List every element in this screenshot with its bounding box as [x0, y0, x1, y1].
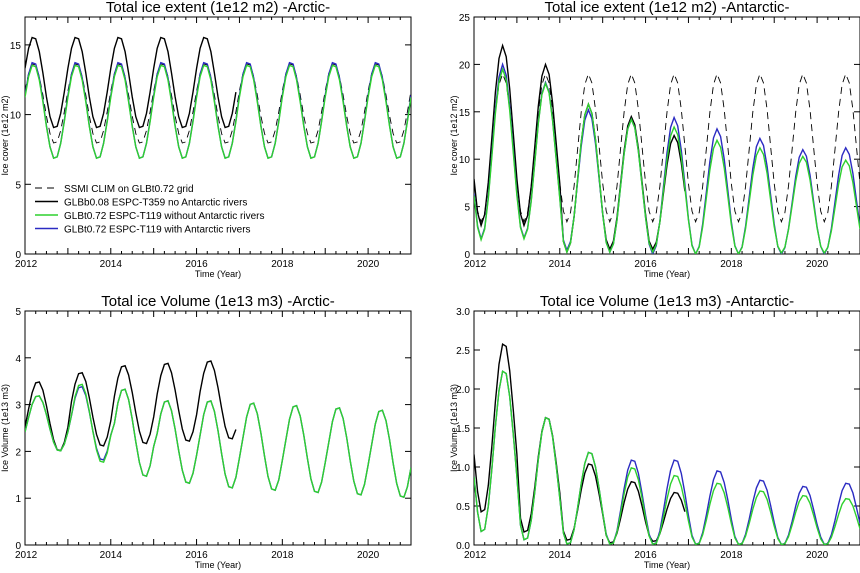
chart-title: Total ice extent (1e12 m2) -Arctic-	[106, 0, 330, 16]
x-tick-label: 2014	[100, 550, 123, 561]
legend: SSMI CLIM on GLBt0.72 grid GLBb0.08 ESPC-…	[35, 184, 264, 236]
legend-label-glbb: GLBb0.08 ESPC-T359 no Antarctic rivers	[64, 198, 247, 209]
x-tick-label: 2012	[15, 550, 38, 561]
x-tick-label: 2016	[634, 259, 657, 270]
series-line-ssmi	[25, 63, 411, 144]
y-tick-label: 1.5	[456, 424, 470, 435]
y-tick-label: 0	[464, 250, 470, 261]
x-tick-label: 2020	[357, 259, 380, 270]
chart-title: Total ice Volume (1e13 m3) -Arctic-	[101, 293, 334, 310]
chart-title: Total ice Volume (1e13 m3) -Antarctic-	[540, 293, 794, 310]
series-line-with-rivers	[25, 61, 411, 160]
y-tick-label: 4	[15, 354, 21, 365]
y-tick-label: 25	[459, 13, 471, 24]
x-tick-label: 2012	[464, 550, 487, 561]
series-line-glbb	[25, 36, 237, 129]
chart-panel-4: 2012 2014 2016 2018 2020 0.0 0.5 1.0 1.5 2.0 2.5 3.…	[449, 293, 860, 570]
y-tick-label: 1	[15, 494, 21, 505]
x-tick-label: 2018	[720, 259, 743, 270]
series-line-no-rivers	[25, 383, 411, 499]
series-line-no-rivers	[25, 64, 411, 160]
chart-panel-1: 2012 2014 2016 2018 2020 0 5 10 15 Total ice exte…	[0, 0, 412, 279]
legend-label-blue: GLBt0.72 ESPC-T119 with Antarctic rivers	[64, 225, 251, 236]
y-tick-label: 3	[15, 401, 21, 412]
y-tick-label: 2.5	[456, 346, 470, 357]
y-tick-label: 2.0	[456, 385, 470, 396]
x-tick-label: 2020	[357, 550, 380, 561]
y-tick-label: 0	[15, 250, 21, 261]
x-tick-label: 2016	[185, 259, 208, 270]
x-tick-label: 2014	[549, 259, 572, 270]
x-tick-label: 2020	[806, 259, 829, 270]
y-tick-label: 20	[459, 60, 471, 71]
x-tick-label: 2014	[100, 259, 123, 270]
x-axis-label: Time (Year)	[644, 269, 690, 279]
x-tick-label: 2016	[634, 550, 657, 561]
x-tick-label: 2018	[271, 259, 294, 270]
legend-label-green: GLBt0.72 ESPC-T119 without Antarctic riv…	[64, 211, 264, 222]
y-tick-label: 15	[10, 41, 22, 52]
y-axis-label: Ice Volume (1e13 m3)	[449, 384, 459, 472]
x-tick-label: 2018	[271, 550, 294, 561]
y-axis-label: Ice Volume (1e13 m3)	[0, 384, 10, 472]
y-axis-label: Ice cover (1e12 m2)	[0, 95, 10, 175]
chart-title: Total ice extent (1e12 m2) -Antarctic-	[544, 0, 789, 16]
x-tick-label: 2012	[15, 259, 38, 270]
x-tick-label: 2020	[806, 550, 829, 561]
y-tick-label: 5	[15, 180, 21, 191]
y-tick-label: 2	[15, 447, 21, 458]
y-tick-label: 5	[15, 307, 21, 318]
y-tick-label: 0.0	[456, 541, 470, 552]
y-tick-label: 15	[459, 108, 471, 119]
x-axis-label: Time (Year)	[195, 269, 241, 279]
x-axis-label: Time (Year)	[195, 560, 241, 570]
x-axis-label: Time (Year)	[644, 560, 690, 570]
chart-panel-3: 2012 2014 2016 2018 2020 0 1 2 3 4 5 Total ice Volu…	[0, 293, 412, 570]
y-tick-label: 10	[10, 111, 22, 122]
x-tick-label: 2014	[549, 550, 572, 561]
y-tick-label: 1.0	[456, 463, 470, 474]
series-line-no-rivers	[474, 370, 860, 545]
y-tick-label: 0.5	[456, 502, 470, 513]
x-tick-label: 2018	[720, 550, 743, 561]
plot-frame	[473, 16, 860, 255]
x-tick-label: 2016	[185, 550, 208, 561]
y-axis-label: Ice cover (1e12 m2)	[449, 95, 459, 175]
legend-label-ssmi: SSMI CLIM on GLBt0.72 grid	[64, 184, 194, 195]
x-tick-label: 2012	[464, 259, 487, 270]
y-tick-label: 0	[15, 541, 21, 552]
chart-panel-2: 2012 2014 2016 2018 2020 0 5 10 15 20 25 Total ice …	[449, 0, 860, 279]
y-tick-label: 5	[464, 203, 470, 214]
series-line-no-rivers	[474, 66, 860, 254]
y-tick-label: 3.0	[456, 307, 470, 318]
y-tick-label: 10	[459, 155, 471, 166]
